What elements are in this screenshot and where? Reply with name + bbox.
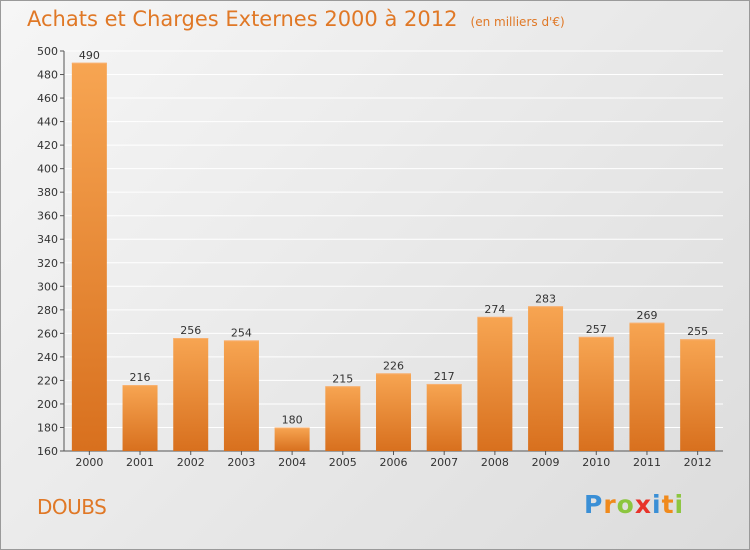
bar-2008 xyxy=(477,316,513,451)
y-tick-label: 340 xyxy=(37,233,58,246)
y-tick-label: 460 xyxy=(37,92,58,105)
x-tick-label-2011: 2011 xyxy=(633,456,661,469)
logo-letter: t xyxy=(661,490,675,519)
x-tick-label-2007: 2007 xyxy=(430,456,458,469)
y-tick-label: 440 xyxy=(37,116,58,129)
logo-letter: x xyxy=(634,490,652,519)
bar-2004 xyxy=(274,427,310,451)
x-tick-label-2009: 2009 xyxy=(532,456,560,469)
chart-subtitle: (en milliers d'€) xyxy=(470,15,565,29)
y-tick-label: 420 xyxy=(37,139,58,152)
data-label-2000: 490 xyxy=(79,49,100,62)
data-label-2004: 180 xyxy=(282,413,303,426)
y-tick-label: 200 xyxy=(37,398,58,411)
data-label-2005: 215 xyxy=(332,372,353,385)
title-row: Achats et Charges Externes 2000 à 2012 (… xyxy=(27,7,565,31)
bar-2002 xyxy=(173,338,209,451)
x-tick-label-2012: 2012 xyxy=(684,456,712,469)
y-tick-label: 260 xyxy=(37,327,58,340)
proxiti-logo: Proxiti xyxy=(584,490,684,519)
region-label: DOUBS xyxy=(37,495,107,519)
logo-letter: i xyxy=(674,490,685,519)
data-label-2002: 256 xyxy=(180,324,201,337)
data-label-2009: 283 xyxy=(535,292,556,305)
logo-letter: r xyxy=(603,490,617,519)
x-tick-label-2010: 2010 xyxy=(582,456,610,469)
x-tick-label-2005: 2005 xyxy=(329,456,357,469)
y-tick-label: 240 xyxy=(37,351,58,364)
data-label-2006: 226 xyxy=(383,359,404,372)
data-label-2012: 255 xyxy=(687,325,708,338)
y-tick-label: 380 xyxy=(37,186,58,199)
chart-title: Achats et Charges Externes 2000 à 2012 xyxy=(27,7,458,31)
x-tick-label-2006: 2006 xyxy=(380,456,408,469)
y-tick-label: 300 xyxy=(37,280,58,293)
y-tick-label: 160 xyxy=(37,445,58,458)
data-label-2007: 217 xyxy=(434,370,455,383)
y-tick-label: 360 xyxy=(37,210,58,223)
bar-2005 xyxy=(325,386,361,451)
bar-2012 xyxy=(680,339,716,451)
x-tick-label-2000: 2000 xyxy=(75,456,103,469)
bar-2001 xyxy=(122,385,158,451)
y-tick-label: 480 xyxy=(37,69,58,82)
bar-2000 xyxy=(71,62,107,451)
bars xyxy=(71,62,716,451)
bar-2003 xyxy=(223,340,259,451)
logo-letter: i xyxy=(652,490,662,519)
y-tick-label: 220 xyxy=(37,374,58,387)
data-label-2008: 274 xyxy=(484,303,505,316)
x-tick-label-2003: 2003 xyxy=(227,456,255,469)
x-tick-label-2008: 2008 xyxy=(481,456,509,469)
y-tick-label: 280 xyxy=(37,304,58,317)
x-tick-label-2001: 2001 xyxy=(126,456,154,469)
bar-2007 xyxy=(426,383,462,451)
data-label-2011: 269 xyxy=(636,309,657,322)
y-tick-label: 180 xyxy=(37,421,58,434)
logo-letter: P xyxy=(584,490,604,519)
bar-2006 xyxy=(376,373,411,451)
x-tick-label-2002: 2002 xyxy=(177,456,205,469)
data-labels: 490 216 256 254 180 215 226 217 274 283 257 269 255 xyxy=(79,49,708,427)
data-label-2001: 216 xyxy=(130,371,151,384)
bar-2010 xyxy=(578,336,614,451)
data-label-2003: 254 xyxy=(231,326,252,339)
y-tick-label: 400 xyxy=(37,163,58,176)
y-tick-label: 320 xyxy=(37,257,58,270)
bar-2009 xyxy=(528,306,564,451)
y-tick-label: 500 xyxy=(37,45,58,58)
logo-letter: o xyxy=(616,490,635,519)
bar-2011 xyxy=(629,322,665,451)
x-tick-label-2004: 2004 xyxy=(278,456,306,469)
data-label-2010: 257 xyxy=(586,323,607,336)
